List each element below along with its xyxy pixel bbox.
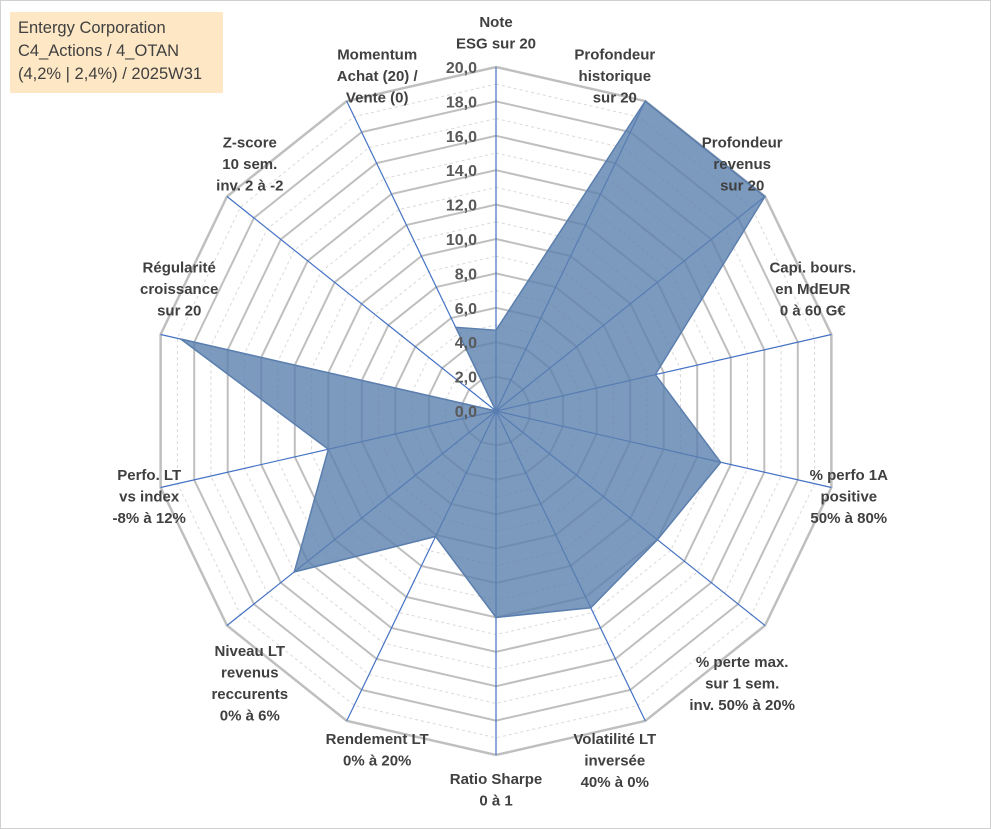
axis-label-line: Perfo. LT — [117, 467, 181, 484]
data-point — [495, 410, 497, 412]
tick-label: 2,0 — [455, 370, 477, 387]
data-point — [454, 326, 457, 329]
data-point — [644, 100, 647, 102]
axis-label-line: Z-score — [223, 135, 277, 152]
axis-label-line: sur 20 — [157, 302, 201, 319]
axis-label: % perte max. sur 1 sem. inv. 50% à 20% — [689, 654, 795, 714]
axis-label-line: ESG sur 20 — [456, 36, 536, 53]
axis-spoke — [226, 196, 497, 412]
data-point — [654, 373, 657, 376]
axis-label-line: Achat (20) / — [337, 68, 419, 85]
data-point — [495, 329, 497, 332]
tick-labels: 0,0 2,0 4,0 6,0 8,0 10,0 12,0 14,0 16,0 18,0 20,0 — [446, 60, 477, 421]
axis-label-line: reccurents — [211, 686, 288, 703]
tick-label: 18,0 — [446, 94, 477, 111]
tick-label: 16,0 — [446, 129, 477, 146]
axis-label: Ratio Sharpe 0 à 1 — [450, 771, 543, 810]
axis-label-line: 0 à 60 G€ — [780, 302, 847, 319]
axis-label-line: % perte max. — [696, 654, 789, 671]
axis-label: Rendement LT 0% à 20% — [326, 731, 429, 770]
gridline-minor — [378, 290, 614, 532]
data-point — [719, 461, 722, 464]
axis-label-line: Capi. bours. — [769, 259, 856, 276]
axis-label: Régularité croissance sur 20 — [140, 259, 218, 319]
axis-label-line: -8% à 12% — [113, 510, 186, 527]
axis-label-line: 0% à 6% — [220, 708, 280, 725]
axis-label-line: 0% à 20% — [343, 752, 411, 769]
axis-label-line: croissance — [140, 281, 218, 298]
data-point — [179, 338, 182, 340]
tick-label: 4,0 — [455, 335, 477, 352]
axis-label: Profondeur revenus sur 20 — [702, 135, 783, 195]
title-portfolio: C4_Actions / 4_OTAN — [18, 42, 180, 60]
axis-label: Volatilité LT inversée 40% à 0% — [573, 731, 656, 791]
axis-label-line: sur 20 — [593, 90, 637, 107]
axis-label-line: sur 20 — [720, 178, 764, 195]
axis-label-line: inversée — [584, 752, 645, 769]
axis-label-line: Vente (0) — [346, 90, 409, 107]
axis-label: Z-score 10 sem. inv. 2 à -2 — [216, 135, 283, 195]
data-point — [327, 448, 330, 451]
axis-label-line: 40% à 0% — [581, 774, 649, 791]
axis-label-line: sur 1 sem. — [705, 675, 779, 692]
data-point — [764, 195, 766, 198]
title-box: Entergy Corporation C4_Actions / 4_OTAN … — [10, 12, 223, 93]
title-weights-period: (4,2% | 2,4%) / 2025W31 — [18, 65, 203, 83]
axis-label-line: revenus — [221, 665, 279, 682]
axis-label: Capi. bours. en MdEUR 0 à 60 G€ — [769, 259, 856, 319]
axis-label: Momentum Achat (20) / Vente (0) — [337, 47, 419, 107]
tick-label: 6,0 — [455, 301, 477, 318]
axis-label-line: Niveau LT — [215, 643, 286, 660]
axis-label-line: Régularité — [143, 259, 216, 276]
axis-label-line: Ratio Sharpe — [450, 771, 543, 788]
data-point — [656, 538, 659, 541]
axis-label: Perfo. LT vs index -8% à 12% — [113, 467, 186, 527]
axis-label-line: 50% à 80% — [810, 510, 887, 527]
axis-label: Note ESG sur 20 — [456, 14, 536, 53]
gridline-minor — [411, 324, 581, 498]
data-point — [495, 616, 497, 619]
data-point — [590, 607, 592, 609]
axis-label-line: Volatilité LT — [573, 731, 656, 748]
axis-label-line: Note — [479, 14, 512, 31]
tick-label: 10,0 — [446, 232, 477, 249]
tick-label: 14,0 — [446, 163, 477, 180]
axis-label-line: 0 à 1 — [479, 793, 512, 810]
axis-label-line: % perfo 1A — [810, 467, 889, 484]
gridline-minor — [244, 152, 748, 670]
axis-label-line: en MdEUR — [775, 281, 850, 298]
data-point — [293, 571, 296, 573]
data-point — [434, 535, 437, 538]
title-company: Entergy Corporation — [18, 19, 166, 37]
tick-label: 0,0 — [455, 404, 477, 421]
axis-label-line: positive — [820, 489, 877, 506]
tick-label: 12,0 — [446, 198, 477, 215]
axis-label-line: inv. 50% à 20% — [689, 697, 795, 714]
gridline-minor — [210, 118, 782, 704]
axis-label: Profondeur historique sur 20 — [574, 47, 655, 107]
tick-label: 20,0 — [446, 60, 477, 77]
axis-label-line: historique — [579, 68, 652, 85]
axis-label-line: Momentum — [337, 47, 417, 64]
axis-label-line: Rendement LT — [326, 731, 429, 748]
axis-label: % perfo 1A positive 50% à 80% — [810, 467, 889, 527]
axis-label-line: revenus — [713, 156, 771, 173]
axis-label: Niveau LT revenus reccurents 0% à 6% — [211, 643, 288, 725]
tick-label: 8,0 — [455, 266, 477, 283]
axis-label-line: inv. 2 à -2 — [216, 178, 283, 195]
axis-label-line: 10 sem. — [222, 156, 277, 173]
axis-label-line: Profondeur — [574, 47, 655, 64]
axis-label-line: vs index — [119, 489, 180, 506]
data-series — [179, 99, 766, 619]
axis-label-line: Profondeur — [702, 135, 783, 152]
axis-labels: Note ESG sur 20 Profondeur historique sur 20… — [113, 14, 889, 810]
